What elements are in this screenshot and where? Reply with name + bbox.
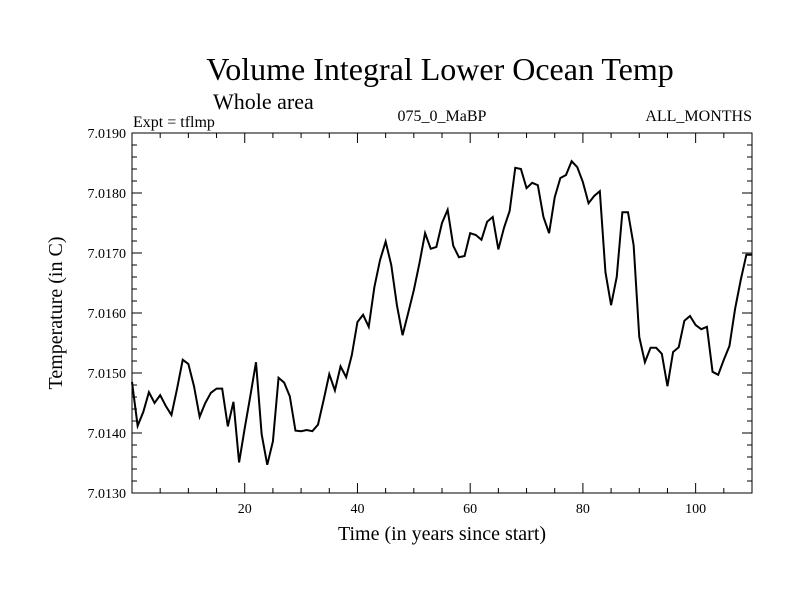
chart-subtitle: Whole area: [213, 89, 314, 114]
x-axis-label: Time (in years since start): [338, 523, 546, 545]
y-tick-label: 7.0130: [88, 487, 127, 502]
x-tick-label: 100: [685, 502, 706, 517]
y-axis-label: Temperature (in C): [45, 237, 67, 390]
x-tick-label: 40: [350, 502, 364, 517]
y-axis: 7.0130 7.0140 7.0150 7.0160 7.0170 7.0180 7.01…: [88, 127, 752, 502]
y-tick-label: 7.0170: [88, 247, 127, 262]
y-tick-label: 7.0190: [88, 127, 127, 142]
run-label: 075_0_MaBP: [398, 108, 487, 125]
y-tick-label: 7.0150: [88, 367, 127, 382]
series-line: [131, 159, 752, 466]
x-tick-label: 60: [463, 502, 477, 517]
months-label: ALL_MONTHS: [645, 108, 752, 125]
x-tick-label: 20: [238, 502, 252, 517]
x-tick-label: 80: [576, 502, 590, 517]
y-tick-label: 7.0180: [88, 187, 127, 202]
series-layer: [131, 159, 752, 466]
expt-label: Expt = tflmp: [133, 114, 215, 131]
x-axis: 20 40 60 80 100: [159, 133, 725, 517]
plot-frame: [131, 132, 753, 494]
y-tick-label: 7.0140: [88, 427, 127, 442]
chart-title: Volume Integral Lower Ocean Temp: [206, 51, 674, 87]
y-tick-label: 7.0160: [88, 307, 127, 322]
